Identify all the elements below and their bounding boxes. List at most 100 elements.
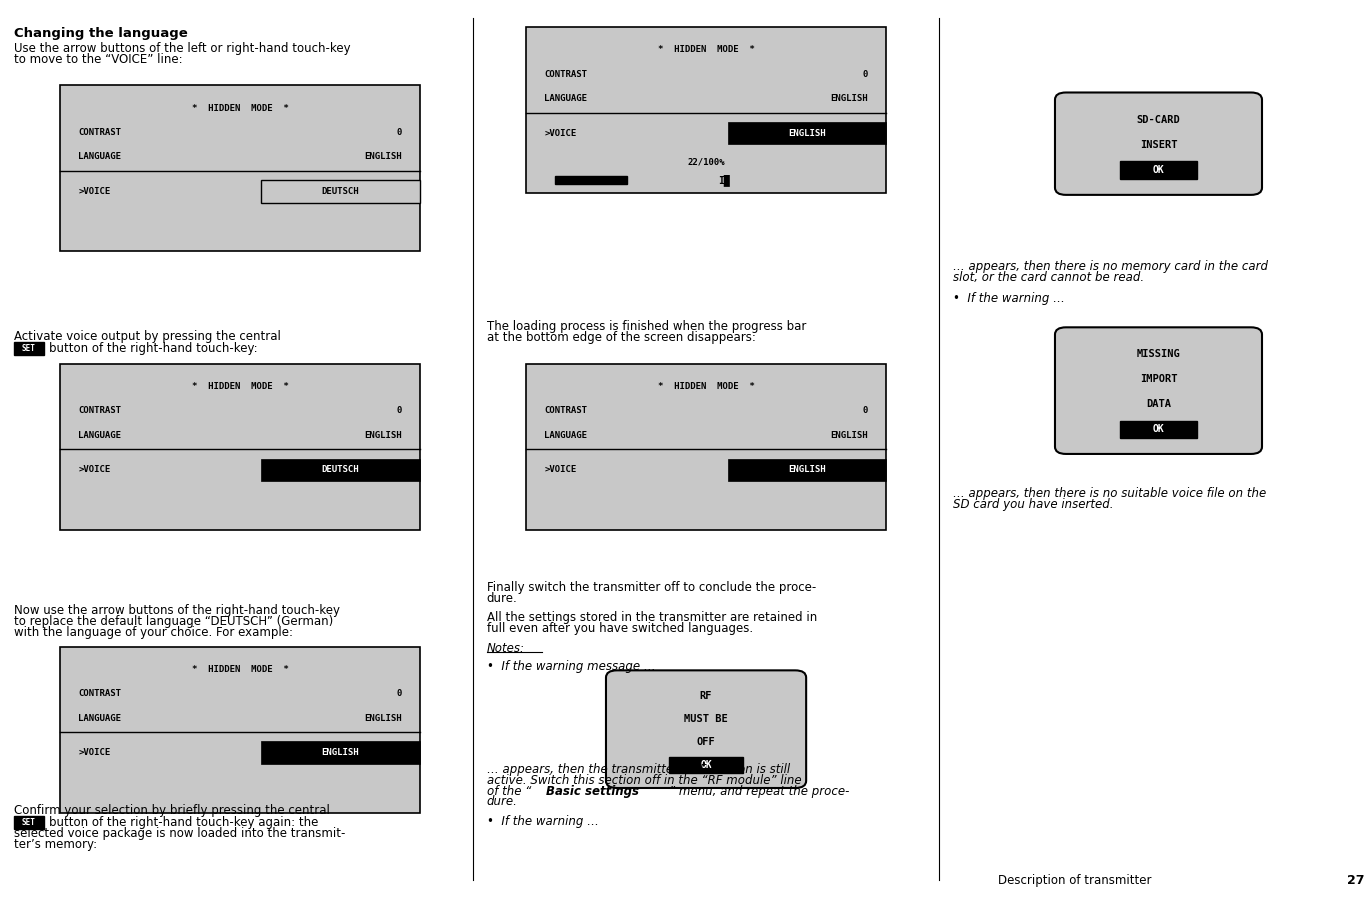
Text: 0: 0 [396, 128, 402, 137]
Text: ENGLISH: ENGLISH [363, 431, 402, 440]
Text: *  HIDDEN  MODE  *: * HIDDEN MODE * [192, 104, 288, 113]
FancyBboxPatch shape [1054, 92, 1261, 195]
FancyBboxPatch shape [1120, 162, 1197, 179]
Text: SET: SET [22, 344, 36, 353]
Text: >VOICE: >VOICE [78, 187, 111, 196]
Text: to replace the default language “DEUTSCH” (German): to replace the default language “DEUTSCH… [14, 615, 333, 628]
Text: at the bottom edge of the screen disappears:: at the bottom edge of the screen disappe… [487, 331, 755, 344]
Text: I█: I█ [718, 174, 729, 186]
Text: Now use the arrow buttons of the right-hand touch-key: Now use the arrow buttons of the right-h… [14, 604, 340, 617]
Text: … appears, then the transmitter’s RF section is still: … appears, then the transmitter’s RF sec… [487, 763, 790, 776]
Text: •  If the warning …: • If the warning … [487, 815, 599, 828]
Text: ENGLISH: ENGLISH [788, 465, 825, 474]
Text: to move to the “VOICE” line:: to move to the “VOICE” line: [14, 53, 182, 66]
Text: LANGUAGE: LANGUAGE [544, 94, 587, 103]
Text: >VOICE: >VOICE [78, 748, 111, 757]
FancyBboxPatch shape [526, 27, 886, 193]
Text: RF: RF [699, 691, 713, 701]
Text: 0: 0 [396, 407, 402, 416]
Text: … appears, then there is no suitable voice file on the: … appears, then there is no suitable voi… [953, 488, 1265, 500]
FancyBboxPatch shape [1054, 328, 1261, 454]
Text: … appears, then there is no memory card in the card: … appears, then there is no memory card … [953, 260, 1268, 273]
Text: OK: OK [701, 760, 712, 770]
Text: Activate voice output by pressing the central: Activate voice output by pressing the ce… [14, 330, 281, 343]
Text: *  HIDDEN  MODE  *: * HIDDEN MODE * [658, 46, 754, 55]
FancyBboxPatch shape [728, 122, 886, 145]
Text: slot, or the card cannot be read.: slot, or the card cannot be read. [953, 271, 1143, 284]
Text: MISSING: MISSING [1137, 349, 1180, 359]
FancyBboxPatch shape [262, 180, 420, 203]
FancyBboxPatch shape [1120, 420, 1197, 438]
Text: SD card you have inserted.: SD card you have inserted. [953, 498, 1113, 511]
Text: 27: 27 [1346, 875, 1364, 887]
Text: INSERT: INSERT [1139, 140, 1178, 150]
Text: LANGUAGE: LANGUAGE [78, 714, 121, 723]
Text: DEUTSCH: DEUTSCH [322, 465, 359, 474]
Text: DEUTSCH: DEUTSCH [322, 187, 359, 196]
Text: button of the right-hand touch-key again: the: button of the right-hand touch-key again… [49, 816, 318, 829]
FancyBboxPatch shape [60, 364, 420, 530]
Text: dure.: dure. [487, 796, 518, 808]
Text: OK: OK [1153, 165, 1164, 175]
Text: 0: 0 [396, 690, 402, 699]
Text: *  HIDDEN  MODE  *: * HIDDEN MODE * [192, 665, 288, 674]
Text: CONTRAST: CONTRAST [544, 407, 587, 416]
Text: CONTRAST: CONTRAST [78, 407, 121, 416]
Text: with the language of your choice. For example:: with the language of your choice. For ex… [14, 626, 293, 638]
Text: *  HIDDEN  MODE  *: * HIDDEN MODE * [192, 383, 288, 392]
Text: full even after you have switched languages.: full even after you have switched langua… [487, 622, 753, 635]
Text: ENGLISH: ENGLISH [829, 431, 868, 440]
FancyBboxPatch shape [60, 85, 420, 251]
Text: Notes:: Notes: [487, 642, 525, 655]
Text: LANGUAGE: LANGUAGE [544, 431, 587, 440]
Text: of the “: of the “ [487, 785, 531, 797]
Text: ” menu, and repeat the proce-: ” menu, and repeat the proce- [669, 785, 850, 797]
FancyBboxPatch shape [60, 647, 420, 813]
Text: active. Switch this section off in the “RF module” line: active. Switch this section off in the “… [487, 774, 801, 787]
Text: >VOICE: >VOICE [544, 465, 577, 474]
FancyBboxPatch shape [262, 459, 420, 481]
Text: ENGLISH: ENGLISH [322, 748, 359, 757]
Text: 0: 0 [862, 407, 868, 416]
Text: Basic settings: Basic settings [546, 785, 639, 797]
Text: Changing the language: Changing the language [14, 27, 188, 40]
Text: ENGLISH: ENGLISH [829, 94, 868, 103]
Text: The loading process is finished when the progress bar: The loading process is finished when the… [487, 321, 806, 333]
Text: dure.: dure. [487, 592, 517, 604]
Text: Description of transmitter: Description of transmitter [998, 875, 1152, 887]
Text: SD-CARD: SD-CARD [1137, 115, 1180, 125]
Text: OFF: OFF [696, 736, 716, 747]
Text: >VOICE: >VOICE [544, 128, 577, 137]
Text: CONTRAST: CONTRAST [78, 128, 121, 137]
Text: OK: OK [1153, 424, 1164, 435]
Text: SET: SET [22, 818, 36, 827]
Text: ENGLISH: ENGLISH [788, 128, 825, 137]
Text: selected voice package is now loaded into the transmit-: selected voice package is now loaded int… [14, 827, 345, 840]
Text: MUST BE: MUST BE [684, 714, 728, 724]
Text: *  HIDDEN  MODE  *: * HIDDEN MODE * [658, 383, 754, 392]
Text: All the settings stored in the transmitter are retained in: All the settings stored in the transmitt… [487, 612, 817, 624]
Text: button of the right-hand touch-key:: button of the right-hand touch-key: [49, 342, 258, 355]
FancyBboxPatch shape [526, 364, 886, 530]
Text: •  If the warning message …: • If the warning message … [487, 660, 655, 673]
Text: DATA: DATA [1146, 400, 1171, 409]
Text: ENGLISH: ENGLISH [363, 714, 402, 723]
Text: ENGLISH: ENGLISH [363, 153, 402, 162]
FancyBboxPatch shape [555, 176, 627, 184]
FancyBboxPatch shape [669, 757, 743, 773]
FancyBboxPatch shape [14, 816, 44, 829]
Text: Finally switch the transmitter off to conclude the proce-: Finally switch the transmitter off to co… [487, 581, 816, 594]
FancyBboxPatch shape [262, 742, 420, 764]
FancyBboxPatch shape [606, 670, 806, 788]
Text: 22/100%: 22/100% [687, 158, 725, 167]
Text: Use the arrow buttons of the left or right-hand touch-key: Use the arrow buttons of the left or rig… [14, 42, 351, 55]
Text: 0: 0 [862, 70, 868, 79]
Text: IMPORT: IMPORT [1139, 374, 1178, 384]
Text: Confirm your selection by briefly pressing the central: Confirm your selection by briefly pressi… [14, 805, 329, 817]
Text: CONTRAST: CONTRAST [544, 70, 587, 79]
Text: LANGUAGE: LANGUAGE [78, 153, 121, 162]
Text: •  If the warning …: • If the warning … [953, 292, 1065, 304]
Text: LANGUAGE: LANGUAGE [78, 431, 121, 440]
FancyBboxPatch shape [14, 342, 44, 355]
Text: >VOICE: >VOICE [78, 465, 111, 474]
